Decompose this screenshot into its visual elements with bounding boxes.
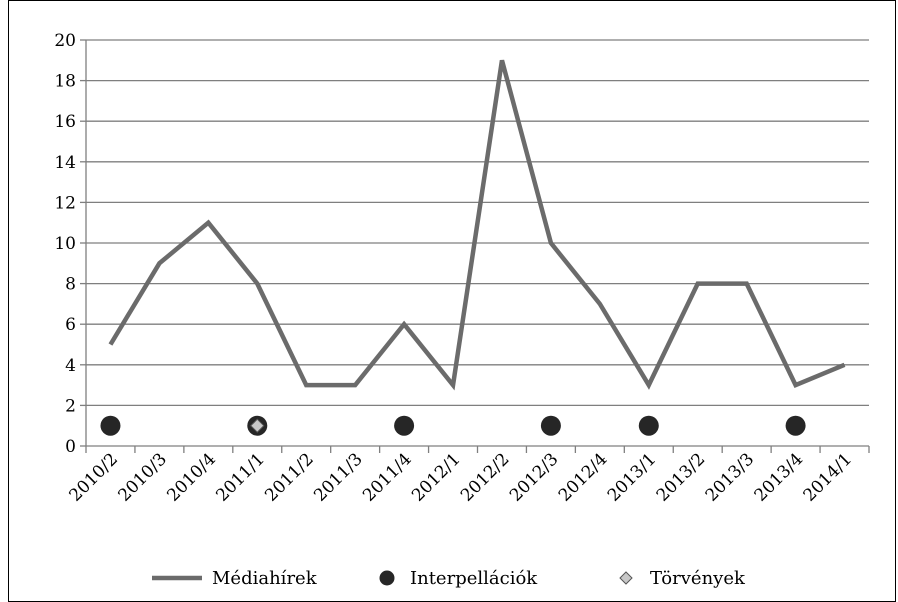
- series-2: [247, 415, 268, 436]
- y-tick-label: 20: [54, 31, 76, 51]
- x-tick-label: 2013/1: [604, 449, 660, 505]
- series-1: [100, 415, 806, 436]
- legend-item: Médiahírek: [152, 568, 318, 589]
- legend-label: Interpellációk: [410, 568, 538, 589]
- y-tick-label: 6: [65, 315, 76, 335]
- x-tick-label: 2010/3: [115, 449, 171, 505]
- x-tick-label: 2012/2: [457, 449, 513, 505]
- y-tick-label: 12: [54, 193, 76, 213]
- legend: Médiahírek Interpellációk Törvények: [152, 568, 746, 589]
- legend-item: Törvények: [619, 568, 746, 589]
- x-tick-label: 2011/3: [310, 449, 366, 505]
- x-tick-label: 2011/4: [359, 449, 415, 505]
- marker-point: [540, 415, 561, 436]
- legend-label: Törvények: [650, 568, 746, 589]
- x-tick-label: 2013/4: [751, 449, 807, 505]
- marker-point: [638, 415, 659, 436]
- x-tick-label: 2012/4: [555, 449, 611, 505]
- y-tick-label: 0: [65, 437, 76, 457]
- x-tick-label: 2012/1: [408, 449, 464, 505]
- series-layer: [100, 59, 846, 436]
- y-tick-label: 16: [54, 112, 76, 132]
- legend-diamond-swatch: [619, 571, 633, 585]
- y-tick-label: 8: [65, 275, 76, 295]
- legend-label: Médiahírek: [212, 568, 318, 589]
- axis-layer: 024681012141618202010/22010/32010/42011/…: [54, 31, 870, 506]
- marker-point: [785, 415, 806, 436]
- x-tick-label: 2014/1: [800, 449, 856, 505]
- series-0: [108, 59, 846, 391]
- y-tick-label: 18: [54, 72, 76, 92]
- y-tick-label: 14: [54, 153, 76, 173]
- x-tick-label: 2013/2: [653, 449, 709, 505]
- y-tick-label: 10: [54, 234, 76, 254]
- marker-point: [100, 415, 121, 436]
- x-tick-label: 2011/1: [212, 449, 268, 505]
- y-tick-label: 4: [65, 356, 76, 376]
- x-tick-label: 2013/3: [702, 449, 758, 505]
- legend-item: Interpellációk: [379, 568, 538, 589]
- marker-point: [250, 418, 265, 433]
- x-tick-label: 2012/3: [506, 449, 562, 505]
- marker-point: [394, 415, 415, 436]
- legend-circle-swatch: [379, 570, 395, 586]
- series-line: [108, 59, 846, 391]
- x-tick-label: 2011/2: [261, 449, 317, 505]
- x-tick-label: 2010/2: [66, 449, 122, 505]
- y-tick-label: 2: [65, 396, 76, 416]
- x-tick-label: 2010/4: [163, 449, 219, 505]
